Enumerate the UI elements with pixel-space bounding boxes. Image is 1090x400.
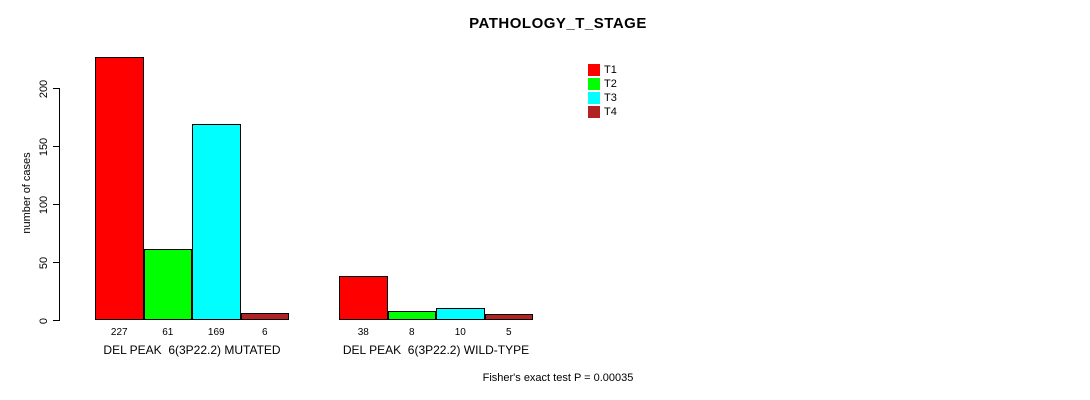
legend-label: T3 [604, 92, 617, 104]
legend-item-t2: T2 [588, 78, 617, 90]
bar-value-label: 5 [505, 327, 512, 338]
stat-annotation: Fisher's exact test P = 0.00035 [482, 372, 634, 384]
y-tick-label: 0 [38, 317, 50, 324]
legend-item-t3: T3 [588, 92, 617, 104]
chart-title: PATHOLOGY_T_STAGE [469, 15, 647, 32]
legend-swatch-icon [588, 78, 600, 90]
y-tick [53, 204, 59, 205]
legend-item-t1: T1 [588, 64, 617, 76]
y-tick [53, 262, 59, 263]
bar-value-label: 6 [261, 327, 268, 338]
y-tick-label: 150 [38, 137, 50, 156]
y-tick-label: 50 [38, 256, 50, 269]
bar-t2-group1 [387, 310, 436, 320]
y-tick [53, 320, 59, 321]
bar-t1-group0 [95, 56, 144, 320]
legend: T1 T2 T3 T4 [588, 64, 617, 120]
bar-t3-group0 [192, 123, 241, 320]
bar-value-label: 227 [110, 327, 128, 338]
bar-t4-group1 [484, 314, 533, 320]
bar-value-label: 61 [162, 327, 174, 338]
bar-t3-group1 [436, 308, 485, 320]
bar-value-label: 8 [408, 327, 415, 338]
bar-t2-group0 [143, 249, 192, 320]
category-label: DEL PEAK 6(3P22.2) MUTATED [103, 343, 281, 357]
legend-label: T2 [604, 78, 617, 90]
legend-swatch-icon [588, 64, 600, 76]
bar-t1-group1 [339, 275, 388, 320]
legend-label: T1 [604, 64, 617, 76]
bar-value-label: 169 [207, 327, 225, 338]
legend-swatch-icon [588, 106, 600, 118]
bar-value-label: 10 [454, 327, 466, 338]
y-tick [53, 88, 59, 89]
bar-t4-group0 [240, 313, 289, 320]
legend-item-t4: T4 [588, 106, 617, 118]
y-tick-label: 100 [38, 195, 50, 214]
category-label: DEL PEAK 6(3P22.2) WILD-TYPE [342, 343, 530, 357]
y-tick-label: 200 [38, 79, 50, 98]
y-tick [53, 146, 59, 147]
y-axis-line [59, 88, 60, 321]
bar-value-label: 38 [357, 327, 369, 338]
legend-label: T4 [604, 106, 617, 118]
legend-swatch-icon [588, 92, 600, 104]
